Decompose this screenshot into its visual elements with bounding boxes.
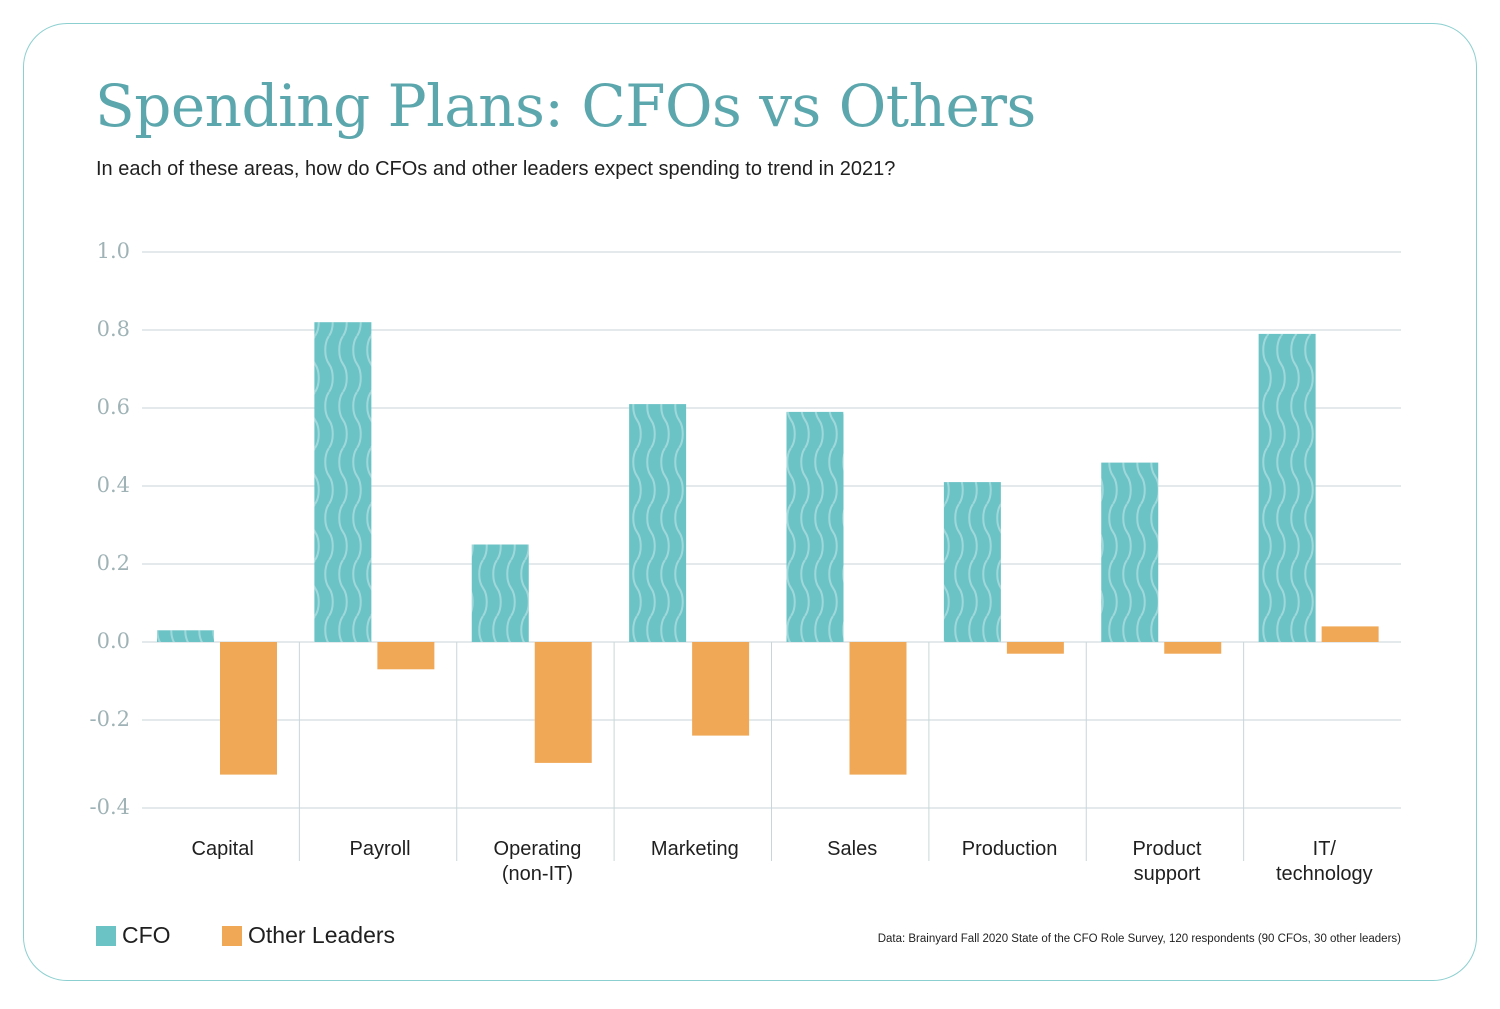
- legend-other-leaders: Other Leaders: [222, 922, 395, 949]
- cfo-bar-texture: [943, 482, 1001, 642]
- chart-title: Spending Plans: CFOs vs Others: [95, 72, 1036, 140]
- category-label: (non-IT): [502, 863, 573, 885]
- y-tick-label: 0.0: [97, 629, 130, 653]
- legend-cfo: CFO: [96, 922, 171, 949]
- labels: 1.0 0.8 0.6 0.4 0.2 0.0 -0.2 -0.4 Capital Payroll…: [90, 239, 1373, 885]
- y-tick-label: 0.2: [97, 551, 130, 575]
- other-leaders-bar: [220, 642, 277, 775]
- y-tick-label: 0.8: [97, 317, 130, 341]
- bars: [157, 322, 1379, 775]
- legend-other-label: Other Leaders: [248, 922, 396, 948]
- cfo-bar-texture: [786, 411, 844, 642]
- data-source-note: Data: Brainyard Fall 2020 State of the C…: [877, 933, 1401, 945]
- legend-cfo-label: CFO: [122, 922, 171, 948]
- other-leaders-swatch: [222, 925, 242, 946]
- chart-card: [23, 23, 1477, 981]
- category-label: IT/: [1313, 838, 1337, 860]
- category-label: Payroll: [349, 838, 410, 860]
- y-tick-label: -0.4: [90, 795, 131, 819]
- other-leaders-bar: [1321, 626, 1379, 642]
- category-label: technology: [1276, 863, 1373, 885]
- cfo-bar-texture: [314, 322, 372, 642]
- other-leaders-bar: [1006, 642, 1064, 654]
- y-tick-label: 0.6: [97, 395, 130, 419]
- category-label: Marketing: [651, 838, 739, 860]
- category-label: Operating: [494, 838, 582, 860]
- chart-subtitle: In each of these areas, how do CFOs and …: [96, 158, 896, 180]
- y-tick-label: 0.4: [97, 473, 130, 497]
- cfo-bar-texture: [629, 404, 687, 642]
- cfo-bar-texture: [1258, 333, 1316, 642]
- other-leaders-bar: [692, 642, 750, 736]
- category-label: Product: [1132, 838, 1201, 860]
- cfo-bar-texture: [1101, 462, 1159, 642]
- category-label: Sales: [827, 838, 877, 860]
- category-label: support: [1134, 863, 1201, 885]
- y-tick-label: 1.0: [97, 239, 130, 263]
- other-leaders-bar: [1164, 642, 1222, 654]
- cfo-bar-texture: [157, 630, 214, 642]
- cfo-swatch: [96, 925, 116, 946]
- category-label: Production: [962, 838, 1058, 860]
- category-label: Capital: [192, 838, 254, 860]
- other-leaders-bar: [377, 642, 435, 670]
- y-tick-label: -0.2: [90, 707, 131, 731]
- other-leaders-bar: [849, 642, 907, 775]
- other-leaders-bar: [534, 642, 592, 763]
- cfo-bar-texture: [471, 544, 529, 642]
